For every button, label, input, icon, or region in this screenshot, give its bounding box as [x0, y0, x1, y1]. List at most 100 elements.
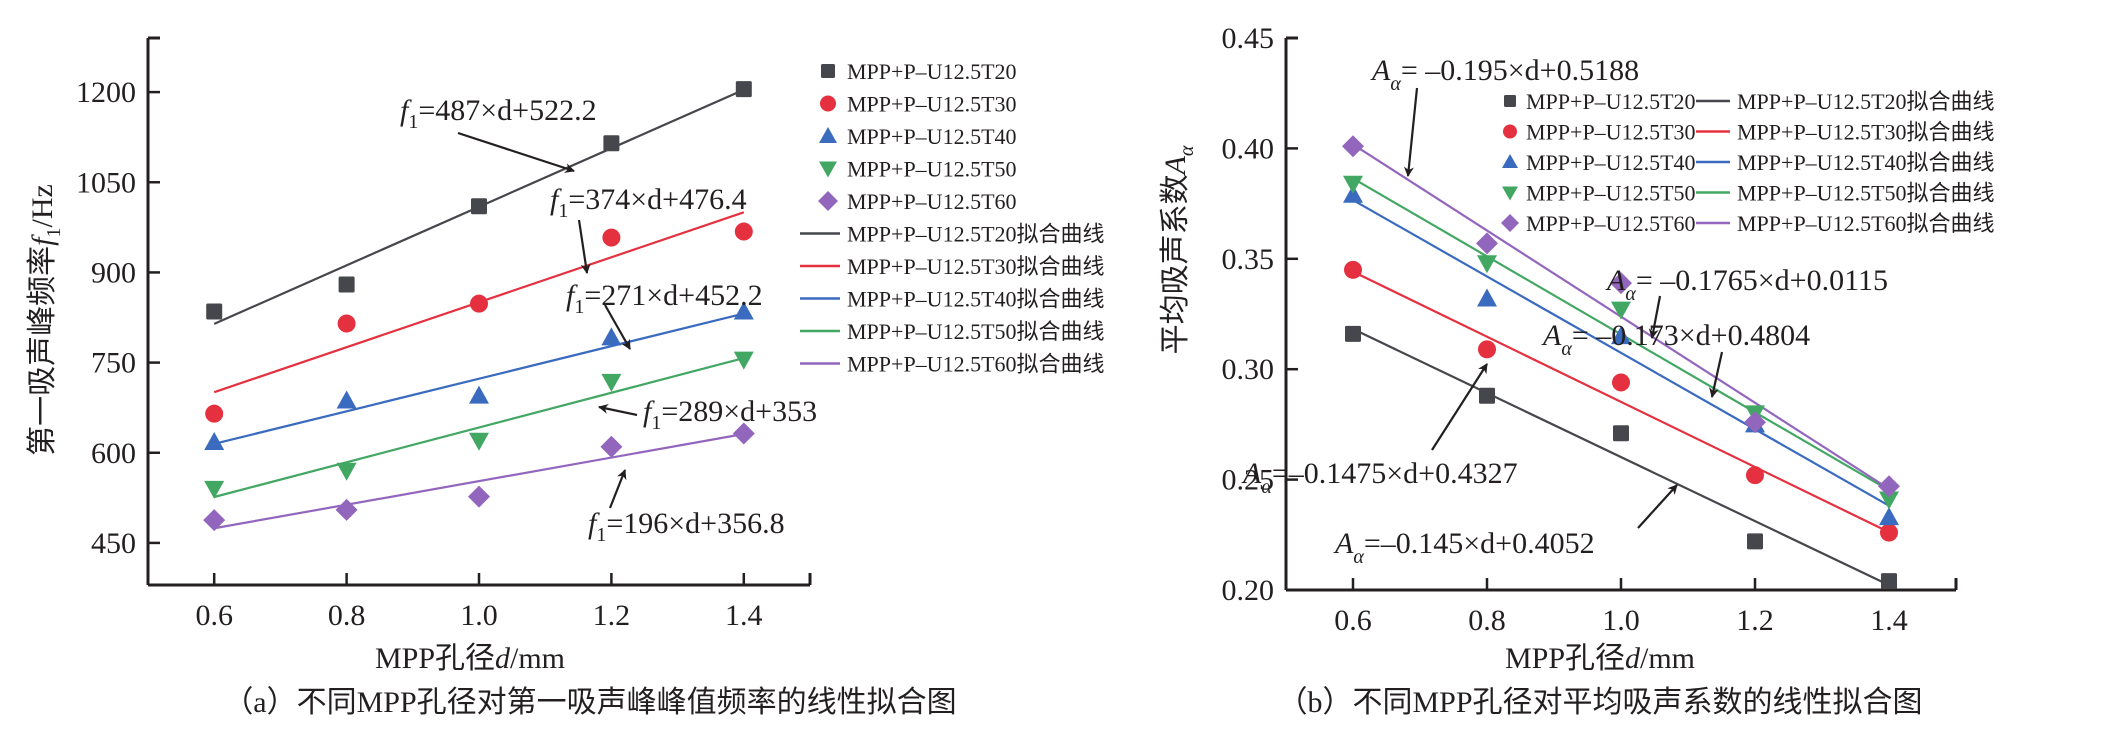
fit-line-T50: [213, 356, 745, 499]
annotation-arrow-a-T20: [457, 131, 575, 173]
data-point-T50: [1343, 175, 1363, 194]
legend-label-T30: MPP+P–U12.5T30: [847, 92, 1017, 117]
annotation-b-T40: Aα= –0.173×d+0.4804: [1541, 319, 1810, 360]
data-point-T20: [338, 276, 355, 293]
data-point-T40: [1477, 288, 1497, 307]
annotation-a-T20: f1=487×d+522.2: [400, 94, 597, 133]
data-point-T20: [1345, 325, 1361, 342]
legend-marker-T20: [1504, 95, 1516, 107]
y-tick-label: 600: [91, 437, 136, 470]
legend-fit-label-T60: MPP+P–U12.5T60拟合曲线: [1737, 211, 1995, 236]
y-tick-label: 0.20: [1222, 574, 1275, 607]
legend-label-T20: MPP+P–U12.5T20: [1526, 89, 1696, 114]
annotation-arrow-b-T40: [1709, 351, 1724, 398]
panel-b-axes: 0.6 0.8 1.0 1.2 1.4 0.20 0.25 0.30 0.35 0.40 0.45: [1222, 22, 1958, 637]
data-point-T40: [1879, 507, 1899, 526]
legend-marker-T30: [1503, 124, 1517, 139]
y-tick-label: 0.30: [1222, 353, 1275, 386]
legend-fit-label-T50: MPP+P–U12.5T50拟合曲线: [1737, 181, 1995, 206]
data-point-T40: [469, 385, 489, 404]
data-point-T50: [1879, 491, 1899, 510]
panel-b-x-axis-title: MPP孔径d/mm: [1505, 642, 1695, 675]
legend-fit-label-T50: MPP+P–U12.5T50拟合曲线: [847, 319, 1105, 344]
legend-marker-T30: [820, 95, 836, 112]
legend-label-T60: MPP+P–U12.5T60: [847, 189, 1017, 214]
data-point-T60: [1878, 475, 1900, 498]
data-point-T40: [601, 327, 622, 346]
y-tick-label: 1050: [76, 166, 136, 199]
data-point-T40: [1611, 326, 1631, 345]
y-tick-label: 0.35: [1222, 243, 1275, 276]
data-point-T60: [1476, 232, 1498, 255]
panel-a-chart: 0.6 0.8 1.0 1.2 1.4 450 600 750 900 1050 1200 f1=4…: [26, 36, 1105, 719]
data-point-T50: [1611, 301, 1631, 320]
annotation-arrow-b-T60: [1403, 87, 1419, 177]
x-tick-label: 0.6: [195, 599, 233, 632]
annotation-b-T30: Aα=–0.1475×d+0.4327: [1241, 457, 1518, 498]
fit-line-T40: [1352, 199, 1890, 507]
annotation-a-T50: f1=289×d+353: [643, 395, 817, 434]
y-tick-label: 900: [91, 256, 136, 289]
data-point-T60: [335, 498, 358, 521]
data-point-T50: [469, 432, 489, 451]
data-point-T50: [733, 351, 754, 370]
annotation-b-T60: Aα= –0.195×d+0.5188: [1370, 54, 1639, 95]
panel-a-data-points: [203, 81, 755, 532]
annotation-b-T20: Aα=–0.145×d+0.4052: [1333, 527, 1595, 568]
legend-fit-label-T20: MPP+P–U12.5T20拟合曲线: [847, 222, 1105, 247]
annotation-arrow-b-T50: [1648, 295, 1662, 339]
data-point-T20: [1479, 387, 1495, 404]
legend-fit-label-T40: MPP+P–U12.5T40拟合曲线: [847, 287, 1105, 312]
data-point-T60: [468, 485, 490, 508]
data-point-T30: [1612, 373, 1630, 392]
annotation-arrow-a-T60: [608, 469, 627, 509]
legend-marker-T60: [818, 191, 838, 211]
legend-fit-label-T30: MPP+P–U12.5T30拟合曲线: [1737, 120, 1995, 145]
annotation-b-T50: Aα= –0.1765×d+0.0115: [1605, 264, 1888, 305]
data-point-T20: [603, 135, 620, 152]
x-tick-label: 0.8: [328, 599, 366, 632]
panel-a-caption: （a）不同MPP孔径对第一吸声峰峰值频率的线性拟合图: [223, 686, 956, 719]
data-point-T40: [733, 301, 754, 320]
legend-marker-T50: [819, 161, 837, 178]
legend-label-T30: MPP+P–U12.5T30: [1526, 120, 1696, 145]
x-tick-label: 1.4: [1870, 604, 1908, 637]
data-point-T20: [1613, 425, 1629, 442]
y-tick-label: 750: [91, 347, 136, 380]
y-tick-label: 450: [91, 527, 136, 560]
data-point-T30: [205, 404, 224, 423]
annotation-arrow-b-T20: [1637, 484, 1678, 529]
legend-fit-label-T30: MPP+P–U12.5T30拟合曲线: [847, 254, 1105, 279]
data-point-T30: [1478, 340, 1496, 359]
legend-marker-T50: [1502, 186, 1518, 201]
data-point-T50: [601, 373, 622, 392]
annotation-arrow-b-T30: [1431, 363, 1488, 451]
panel-b-legend: MPP+P–U12.5T20 MPP+P–U12.5T20拟合曲线 MPP+P–U1…: [1501, 89, 1995, 236]
x-tick-label: 0.8: [1468, 604, 1506, 637]
annotation-arrow-a-T50: [598, 403, 638, 417]
data-point-T40: [204, 431, 225, 450]
fit-line-T30: [1352, 270, 1890, 534]
legend-label-T60: MPP+P–U12.5T60: [1526, 211, 1696, 236]
x-tick-label: 1.0: [460, 599, 498, 632]
annotation-arrow-a-T40: [604, 304, 631, 350]
panel-a-x-axis-title: MPP孔径d/mm: [375, 642, 565, 675]
legend-marker-T20: [821, 64, 835, 78]
y-tick-label: 0.25: [1222, 464, 1275, 497]
data-point-T60: [1610, 272, 1632, 295]
data-point-T30: [602, 228, 621, 247]
x-tick-label: 1.4: [725, 599, 763, 632]
panel-b-data-points: [1342, 135, 1900, 590]
panel-a-legend: MPP+P–U12.5T20 MPP+P–U12.5T30 MPP+P–U12.5T…: [800, 59, 1105, 377]
x-tick-label: 1.2: [593, 599, 631, 632]
data-point-T30: [470, 294, 488, 313]
legend-label-T40: MPP+P–U12.5T40: [1526, 150, 1696, 175]
panel-b-caption: （b）不同MPP孔径对平均吸声系数的线性拟合图: [1277, 686, 1922, 719]
panel-a-y-axis-title: 第一吸声峰频率f1/Hz: [26, 184, 65, 456]
data-point-T60: [732, 422, 755, 445]
y-tick-label: 0.45: [1222, 22, 1275, 55]
data-point-T20: [1747, 533, 1763, 550]
fit-line-T60: [214, 432, 744, 530]
y-tick-label: 1200: [76, 76, 136, 109]
